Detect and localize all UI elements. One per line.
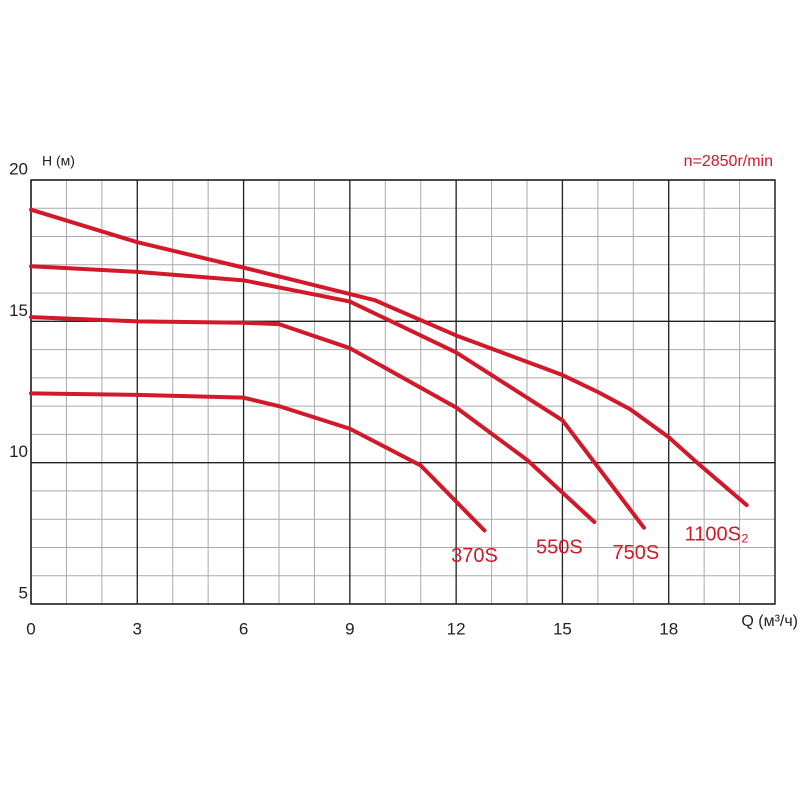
y-tick-label: 15 <box>9 301 28 320</box>
y-tick-label: 5 <box>19 583 28 602</box>
speed-annotation: n=2850r/min <box>684 153 773 170</box>
y-tick-label: 10 <box>9 442 28 461</box>
x-tick-label: 6 <box>239 619 248 638</box>
curve-label: 370S <box>451 545 498 567</box>
curve <box>29 315 597 525</box>
y-tick-label: 20 <box>9 159 28 178</box>
x-axis-label: Q (м³/ч) <box>741 613 798 630</box>
curve-label: 550S <box>536 536 583 558</box>
curve <box>29 207 749 508</box>
curve-label: 1100S₂ <box>685 523 749 545</box>
curve <box>29 264 646 530</box>
x-tick-label: 12 <box>447 619 466 638</box>
curve <box>29 391 487 533</box>
x-tick-label: 18 <box>659 619 678 638</box>
y-axis-label: H (м) <box>42 153 75 169</box>
x-tick-label: 3 <box>133 619 142 638</box>
x-tick-label: 15 <box>553 619 572 638</box>
x-tick-label: 0 <box>26 619 35 638</box>
x-tick-label: 9 <box>345 619 354 638</box>
curve-label: 750S <box>613 542 660 564</box>
